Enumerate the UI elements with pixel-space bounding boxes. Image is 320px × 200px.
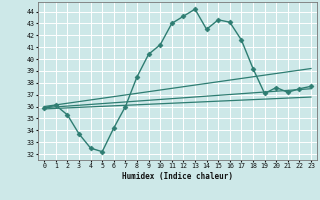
X-axis label: Humidex (Indice chaleur): Humidex (Indice chaleur) (122, 172, 233, 181)
